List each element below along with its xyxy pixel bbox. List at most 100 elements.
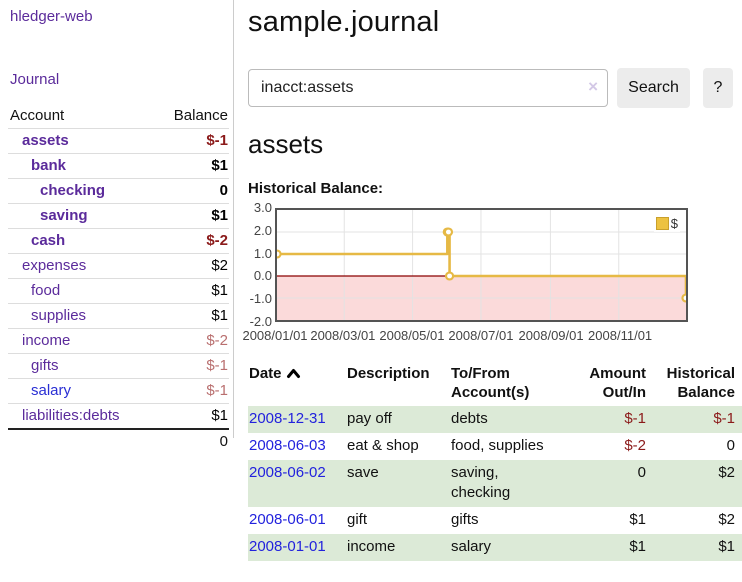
y-axis-tick-label: 1.0 [253,245,272,261]
register-header-amount: Amount Out/In [589,365,646,401]
transaction-balance: $1 [718,538,735,555]
y-axis-tick-label: -1.0 [249,291,272,307]
sidebar-divider [233,0,234,438]
transaction-balance: 0 [726,437,735,454]
account-row: bank $1 [8,153,229,179]
account-row: checking 0 [8,178,229,204]
account-row: salary $-1 [8,378,229,404]
transaction-date-link[interactable]: 2008-06-03 [249,437,326,454]
transaction-accounts: food, supplies [451,437,544,454]
sidebar-item-journal[interactable]: Journal [10,71,60,88]
account-link-saving[interactable]: saving [40,207,88,224]
page-title: sample.journal [248,6,440,38]
search-row: × Search ? [248,68,742,108]
transaction-date-link[interactable]: 2008-06-01 [249,511,326,528]
transaction-balance: $2 [718,464,735,481]
chart-title: Historical Balance: [248,180,384,197]
account-link-supplies[interactable]: supplies [31,307,87,324]
account-link-cash[interactable]: cash [31,232,66,249]
transaction-accounts: debts [451,410,488,427]
account-balance: $-1 [154,378,229,404]
account-row: cash $-2 [8,228,229,254]
main-content: sample.journal × Search ? assets Histori… [242,0,742,561]
register-row: 2008-06-02 save saving, checking 0 $2 [248,460,742,507]
transaction-amount: $-1 [624,410,646,427]
account-balance: $-1 [154,353,229,379]
legend-swatch-icon [655,217,669,230]
accounts-table-body: assets $-1 bank $1 checking 0 saving $1 cash $-2 e… [8,128,229,454]
account-balance: 0 [154,178,229,204]
account-row: income $-2 [8,328,229,354]
x-axis-tick-label: 2008/09/01 [518,328,584,343]
transaction-accounts: salary [451,538,492,555]
chart-legend: $ [653,215,680,232]
account-link-bank[interactable]: bank [31,157,67,174]
register-table: Date Description To/From Account(s) Amou… [248,362,742,561]
y-axis-tick-label: -2.0 [249,314,272,329]
account-link-food[interactable]: food [31,282,61,299]
account-row: gifts $-1 [8,353,229,379]
account-balance: $1 [154,403,229,429]
account-link-checking[interactable]: checking [40,182,106,199]
account-balance: $1 [154,278,229,304]
x-axis-tick-label: 2008/01/01 [242,328,308,343]
account-balance: $-2 [154,328,229,354]
transaction-description: gift [347,511,368,528]
transaction-balance: $2 [718,511,735,528]
accounts-total-row: 0 [8,428,229,454]
help-button[interactable]: ? [703,68,733,108]
transaction-accounts: saving, checking [451,464,511,501]
transaction-date-link[interactable]: 2008-12-31 [249,410,326,427]
y-axis-tick-label: 2.0 [253,222,272,238]
transaction-date-link[interactable]: 2008-06-02 [249,464,326,481]
transaction-amount: $1 [629,538,646,555]
register-header-balance: Historical Balance [666,365,735,401]
app-brand-link[interactable]: hledger-web [10,8,93,25]
account-heading: assets [248,129,324,159]
transaction-amount: $1 [629,511,646,528]
transaction-description: eat & shop [347,437,419,454]
account-balance: $-1 [154,128,229,154]
x-axis-tick-label: 2008/07/01 [448,328,514,343]
y-axis-tick-label: 0.0 [253,268,272,284]
account-link-assets[interactable]: assets [22,132,69,149]
accounts-table: Account Balance assets $-1 bank $1 checking 0… [8,104,229,454]
register-header-date[interactable]: Date [248,362,346,406]
account-balance: $1 [154,203,229,229]
search-input[interactable] [248,69,608,107]
x-axis-tick-label: 2008/03/01 [310,328,376,343]
account-row: saving $1 [8,203,229,229]
transaction-description: pay off [347,410,392,427]
transaction-accounts: gifts [451,511,479,528]
transaction-date-link[interactable]: 2008-01-01 [249,538,326,555]
register-header-description: Description [347,365,430,382]
transaction-balance: $-1 [713,410,735,427]
transaction-amount: $-2 [624,437,646,454]
register-row: 2008-06-03 eat & shop food, supplies $-2 0 [248,433,742,460]
x-axis-tick-label: 2008/11/01 [588,328,653,343]
sort-ascending-icon [286,369,300,378]
clear-search-icon[interactable]: × [588,77,598,96]
account-link-liabilities-debts[interactable]: liabilities:debts [22,407,120,424]
accounts-header-account: Account [10,107,65,124]
account-row: supplies $1 [8,303,229,329]
account-link-salary[interactable]: salary [31,382,72,399]
y-axis-tick-label: 3.0 [253,200,272,215]
chart-canvas [277,210,686,320]
register-row: 2008-12-31 pay off debts $-1 $-1 [248,406,742,433]
account-link-income[interactable]: income [22,332,71,349]
account-row: assets $-1 [8,128,229,154]
register-row: 2008-01-01 income salary $1 $1 [248,534,742,561]
transaction-amount: 0 [637,464,646,481]
transaction-description: income [347,538,396,555]
account-link-gifts[interactable]: gifts [31,357,59,374]
historical-balance-chart: 3.0 2.0 1.0 0.0 -1.0 -2.0 $ 2008/01/01 2008/03… [242,201,742,346]
search-button[interactable]: Search [617,68,690,108]
chart-plot-area: $ [275,208,688,322]
account-row: food $1 [8,278,229,304]
account-row: liabilities:debts $1 [8,403,229,429]
account-balance: $-2 [154,228,229,254]
account-balance: $1 [154,153,229,179]
x-axis-tick-label: 2008/05/01 [379,328,445,343]
account-link-expenses[interactable]: expenses [22,257,87,274]
